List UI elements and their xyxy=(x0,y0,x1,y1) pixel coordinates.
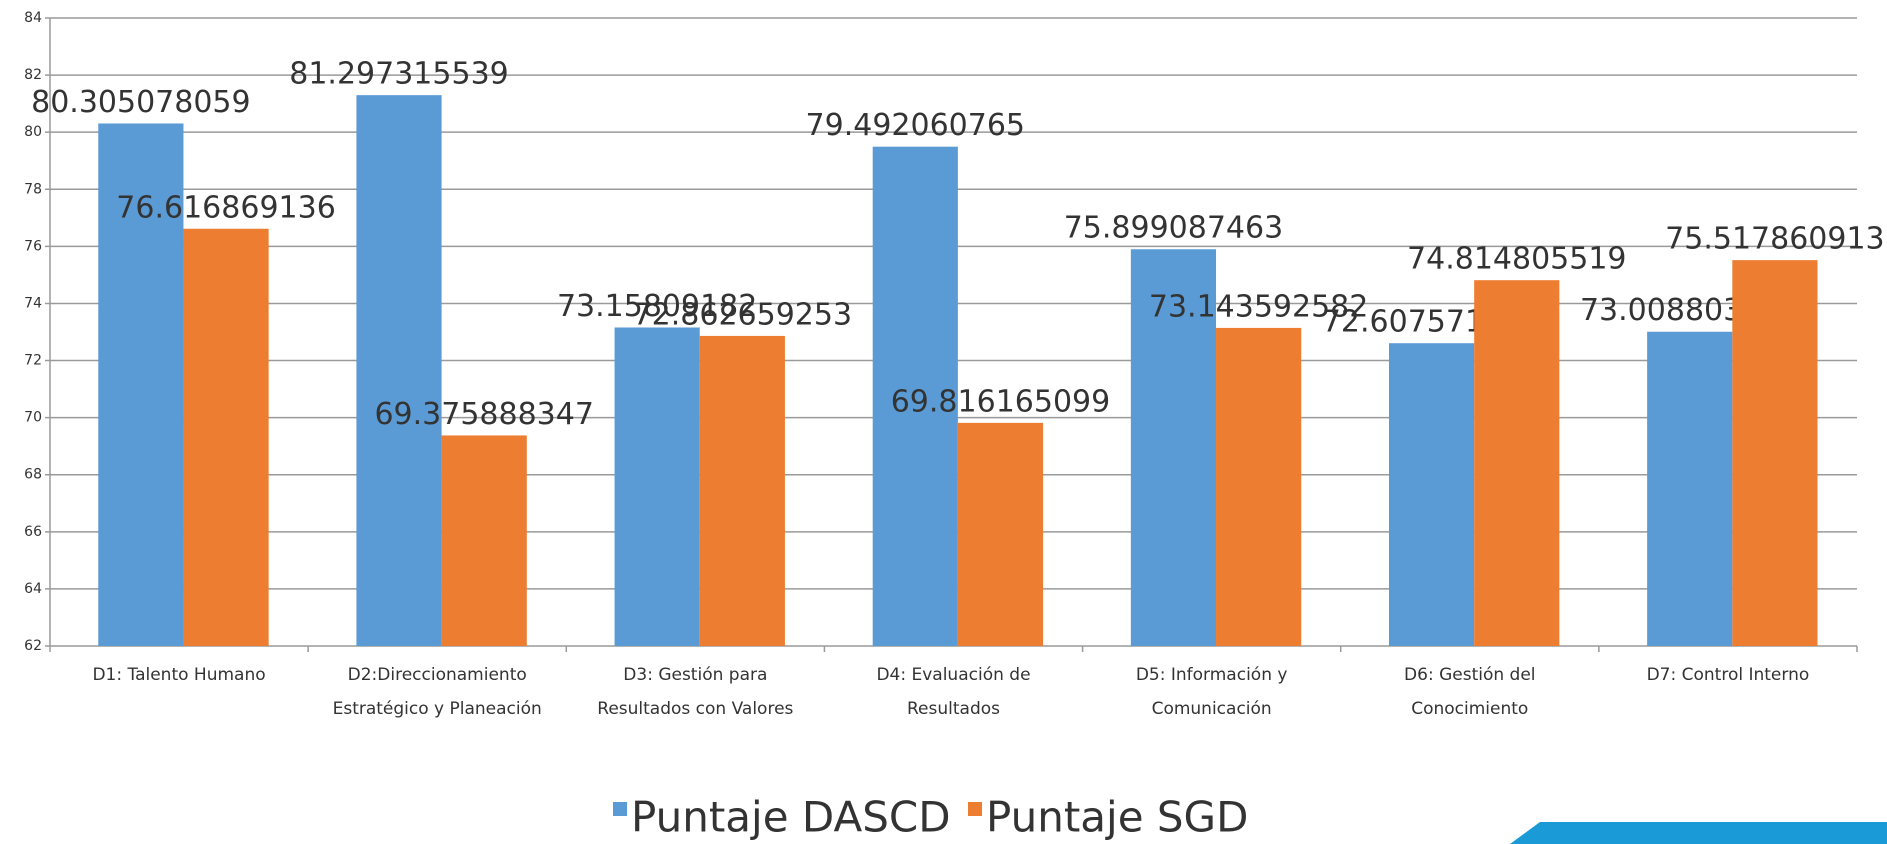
y-tick-label: 84 xyxy=(24,10,42,26)
x-tick-label: D2:Direccionamiento Estratégico y Planea… xyxy=(332,665,542,719)
y-tick-label: 68 xyxy=(24,467,42,483)
x-tick-label: D3: Gestión para Resultados con Valores xyxy=(597,665,794,719)
y-tick-label: 64 xyxy=(24,581,42,597)
data-label: 80.305078059 xyxy=(31,85,251,120)
bar xyxy=(957,422,1044,646)
bar xyxy=(98,123,184,647)
x-tick-label: D7: Control Interno xyxy=(1646,665,1810,685)
y-tick-label: 82 xyxy=(24,67,42,83)
legend-swatch xyxy=(968,802,982,816)
decoration xyxy=(1510,822,1887,844)
x-tick-label: D4: Evaluación de Resultados xyxy=(876,665,1031,719)
legend-label: Puntaje SGD xyxy=(986,793,1248,842)
x-tick-label: D1: Talento Humano xyxy=(92,665,266,685)
data-label: 73.143592582 xyxy=(1149,289,1369,324)
x-tick-label: D5: Información y Comunicación xyxy=(1135,665,1288,719)
bar xyxy=(441,435,527,646)
bar xyxy=(872,146,958,647)
data-label: 79.492060765 xyxy=(806,108,1026,143)
x-tick-label: D6: Gestión del Conocimiento xyxy=(1404,665,1536,719)
y-tick-label: 66 xyxy=(24,524,42,540)
legend-label: Puntaje DASCD xyxy=(631,793,951,842)
data-label: 81.297315539 xyxy=(289,57,509,92)
y-tick-label: 74 xyxy=(24,295,42,311)
bar xyxy=(1647,331,1733,646)
data-label: 69.375888347 xyxy=(374,397,594,432)
y-tick-label: 78 xyxy=(24,181,42,197)
bar xyxy=(614,327,700,646)
y-tick-label: 76 xyxy=(24,238,42,254)
data-label: 75.517860913 xyxy=(1665,222,1885,257)
bar xyxy=(356,95,442,646)
bar xyxy=(1474,280,1560,646)
data-label: 74.814805519 xyxy=(1407,242,1627,277)
bar xyxy=(1216,327,1302,646)
bar xyxy=(699,335,785,646)
bar xyxy=(183,228,269,646)
y-tick-label: 72 xyxy=(24,353,42,369)
data-label: 76.616869136 xyxy=(116,190,336,225)
data-label: 73.15809182 xyxy=(557,289,757,324)
y-tick-label: 80 xyxy=(24,124,42,140)
data-label: 69.816165099 xyxy=(891,384,1111,419)
data-label: 75.899087463 xyxy=(1064,211,1284,246)
y-tick-label: 70 xyxy=(24,410,42,426)
legend-swatch xyxy=(613,802,627,816)
data-label: 72.862659253 xyxy=(633,297,853,332)
bar xyxy=(1130,249,1217,646)
y-tick-label: 62 xyxy=(24,638,42,654)
bar xyxy=(1732,260,1818,646)
bar xyxy=(1388,343,1475,646)
